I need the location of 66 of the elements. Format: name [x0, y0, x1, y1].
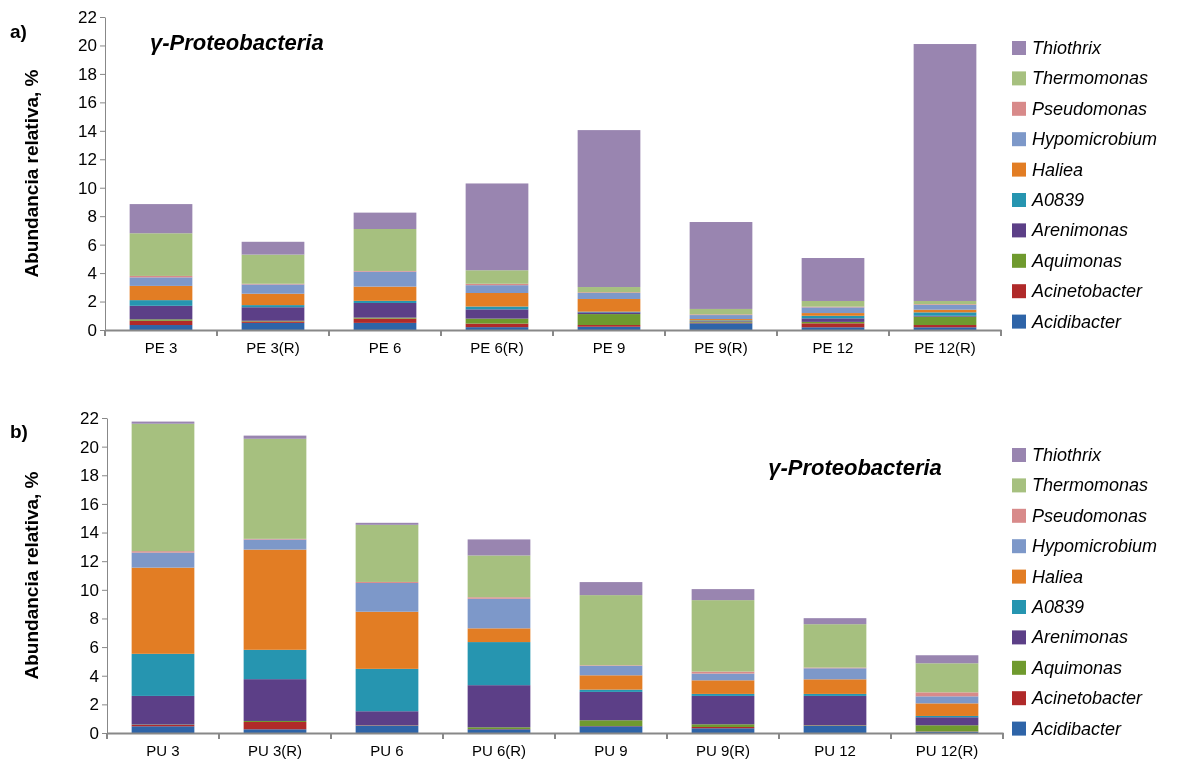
- legend-label: Thermomonas: [1032, 475, 1149, 496]
- y-tick-label: 20: [80, 437, 99, 457]
- y-tick-label: 0: [89, 723, 99, 743]
- y-tick-label: 4: [87, 264, 97, 284]
- legend-label: Thermomonas: [1032, 68, 1149, 89]
- x-tick-label: PE 9: [592, 338, 626, 356]
- legend-label: Pseudomonas: [1032, 98, 1148, 119]
- x-tick-label: PU 3: [146, 741, 180, 759]
- y-tick-label: 8: [87, 207, 97, 227]
- legend-label: Thiothrix: [1032, 445, 1103, 465]
- legend-label: A0839: [1031, 597, 1085, 617]
- y-tick-label: 20: [78, 36, 97, 56]
- x-tick-label: PU 3(R): [247, 741, 303, 759]
- y-axis-title: Abundancia relativa, %: [21, 69, 42, 278]
- x-tick-label: PU 9: [594, 741, 628, 759]
- y-tick-label: 12: [78, 150, 97, 170]
- y-tick-label: 14: [78, 121, 97, 141]
- y-tick-label: 14: [80, 523, 99, 543]
- y-tick-label: 12: [80, 552, 99, 572]
- x-tick-label: PE 6: [368, 338, 402, 356]
- y-tick-label: 22: [80, 408, 99, 428]
- x-tick-label: PU 9(R): [695, 741, 751, 759]
- x-tick-label: PU 6: [370, 741, 404, 759]
- y-tick-label: 10: [80, 580, 99, 600]
- text: γ-Proteobacteria: [150, 30, 324, 55]
- legend-label: Hypomicrobium: [1032, 536, 1158, 557]
- legend-label: Acidibacter: [1031, 311, 1123, 332]
- y-tick-label: 2: [89, 695, 99, 715]
- y-tick-label: 10: [78, 178, 97, 198]
- x-tick-label: PU 12: [814, 741, 856, 759]
- y-tick-label: 18: [78, 64, 97, 84]
- text: a): [10, 21, 27, 42]
- y-tick-label: 8: [89, 609, 99, 629]
- legend-label: Haliea: [1032, 566, 1084, 587]
- x-tick-label: PE 12: [812, 338, 854, 356]
- legend-label: Pseudomonas: [1032, 505, 1148, 526]
- legend-label: Arenimonas: [1031, 627, 1129, 648]
- x-tick-label: PE 9(R): [694, 338, 748, 356]
- y-tick-label: 16: [80, 494, 99, 514]
- legend-label: Acinetobacter: [1031, 688, 1144, 709]
- y-tick-label: 6: [87, 235, 97, 255]
- y-tick-label: 6: [89, 638, 99, 658]
- y-tick-label: 16: [78, 93, 97, 113]
- y-tick-label: 4: [89, 666, 99, 686]
- y-tick-label: 18: [80, 466, 99, 486]
- y-tick-label: 0: [87, 320, 97, 340]
- y-tick-label: 2: [87, 292, 97, 312]
- x-tick-label: PE 12(R): [914, 338, 976, 356]
- legend-label: Aquimonas: [1031, 250, 1123, 271]
- y-axis-title: Abundancia relativa, %: [21, 471, 42, 680]
- legend-label: Aquimonas: [1031, 657, 1123, 678]
- text: γ-Proteobacteria: [768, 455, 942, 480]
- x-tick-label: PE 3(R): [246, 338, 300, 356]
- legend-label: Acinetobacter: [1031, 281, 1144, 302]
- legend-label: Arenimonas: [1031, 220, 1129, 241]
- x-tick-label: PE 3: [144, 338, 178, 356]
- x-tick-label: PE 6(R): [470, 338, 524, 356]
- y-tick-label: 22: [78, 7, 97, 27]
- text: b): [10, 421, 28, 442]
- legend-label: Hypomicrobium: [1032, 129, 1158, 150]
- legend-label: Thiothrix: [1032, 38, 1103, 58]
- x-tick-label: PU 6(R): [471, 741, 527, 759]
- legend-label: A0839: [1031, 190, 1085, 210]
- legend-label: Haliea: [1032, 159, 1084, 180]
- x-tick-label: PU 12(R): [915, 741, 979, 759]
- legend-label: Acidibacter: [1031, 718, 1123, 739]
